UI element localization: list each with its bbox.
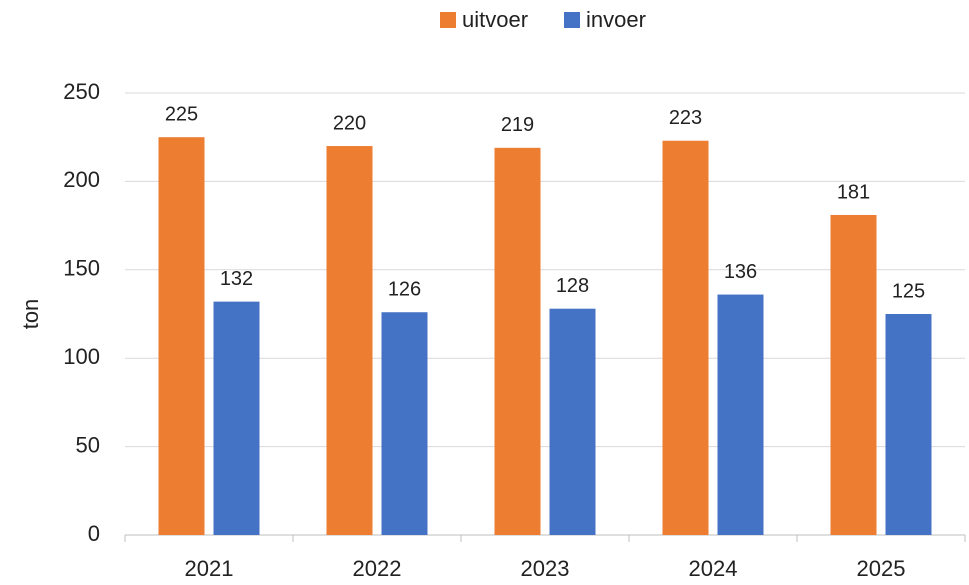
bar	[549, 308, 596, 535]
bar	[381, 312, 428, 535]
legend-label: invoer	[586, 7, 646, 32]
bar	[213, 301, 260, 535]
data-label: 132	[220, 268, 253, 290]
data-label: 223	[669, 107, 702, 129]
y-tick-label: 200	[63, 167, 100, 192]
y-tick-label: 0	[88, 521, 100, 546]
y-tick-label: 250	[63, 79, 100, 104]
data-label: 181	[837, 181, 870, 203]
bar	[158, 137, 205, 535]
data-label: 225	[165, 103, 198, 125]
bar	[326, 146, 373, 536]
legend-label: uitvoer	[462, 7, 528, 32]
data-label: 128	[556, 275, 589, 297]
x-tick-label: 2025	[857, 556, 906, 581]
x-tick-label: 2023	[521, 556, 570, 581]
legend-swatch	[440, 12, 456, 28]
bar	[494, 147, 541, 536]
y-tick-label: 50	[76, 432, 100, 457]
x-tick-label: 2021	[185, 556, 234, 581]
bar	[717, 294, 764, 535]
data-label: 136	[724, 261, 757, 283]
data-label: 220	[333, 112, 366, 134]
data-label: 219	[501, 114, 534, 136]
y-axis-label: ton	[18, 299, 43, 330]
bar	[662, 140, 709, 535]
data-label: 125	[892, 280, 925, 302]
x-tick-label: 2024	[689, 556, 738, 581]
legend-swatch	[564, 12, 580, 28]
data-label: 126	[388, 279, 421, 301]
x-tick-label: 2022	[353, 556, 402, 581]
bar	[830, 214, 877, 535]
y-tick-label: 150	[63, 256, 100, 281]
bar	[885, 314, 932, 535]
y-tick-label: 100	[63, 344, 100, 369]
